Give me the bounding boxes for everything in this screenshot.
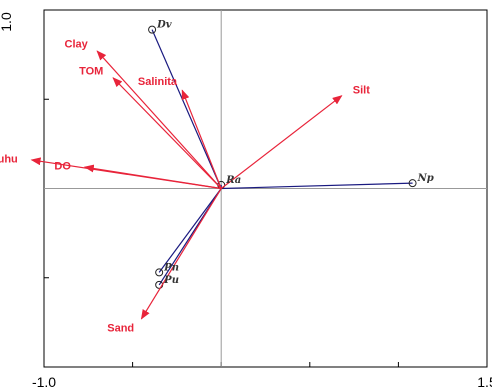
env-label-sand: Sand <box>107 322 134 334</box>
species-point-pn <box>155 268 164 277</box>
y-tick-label-top: 1.0 <box>0 12 14 32</box>
species-label-dv: Dv <box>156 20 172 31</box>
species-vector-dv <box>151 29 222 189</box>
env-label-clay: Clay <box>65 39 89 51</box>
env-label-tom: TOM <box>79 66 103 78</box>
species-point-dv <box>148 25 157 34</box>
env-vector-salinita <box>181 89 222 189</box>
env-vector-do <box>83 164 222 190</box>
species-label-ra: Ra <box>225 175 241 186</box>
species-label-np: Np <box>417 173 434 184</box>
env-vector-silt <box>220 95 343 189</box>
species-point-np <box>408 179 417 188</box>
env-vector-clay <box>96 50 222 189</box>
x-tick-label-right: 1.5 <box>477 374 492 390</box>
env-label-silt: Silt <box>353 85 370 97</box>
env-label-do: DO <box>54 161 71 173</box>
env-vector-sand <box>140 188 222 320</box>
species-label-pn: Pn <box>163 262 179 273</box>
species-label-pu: Pu <box>163 275 179 286</box>
species-vector-pn <box>158 188 222 273</box>
x-tick-label-left: -1.0 <box>32 374 56 390</box>
environment-vectors <box>30 50 343 320</box>
env-label-suhu: Suhu <box>0 153 18 165</box>
environment-labels: Clay TOM Salinita Silt Suhu DO Sand <box>0 39 370 335</box>
env-vector-tom <box>112 77 222 189</box>
species-layer <box>148 25 417 289</box>
species-labels: Dv Np Ra Pn Pu <box>156 20 434 286</box>
species-vector-np <box>221 182 413 190</box>
env-label-salinita: Salinita <box>138 76 178 88</box>
